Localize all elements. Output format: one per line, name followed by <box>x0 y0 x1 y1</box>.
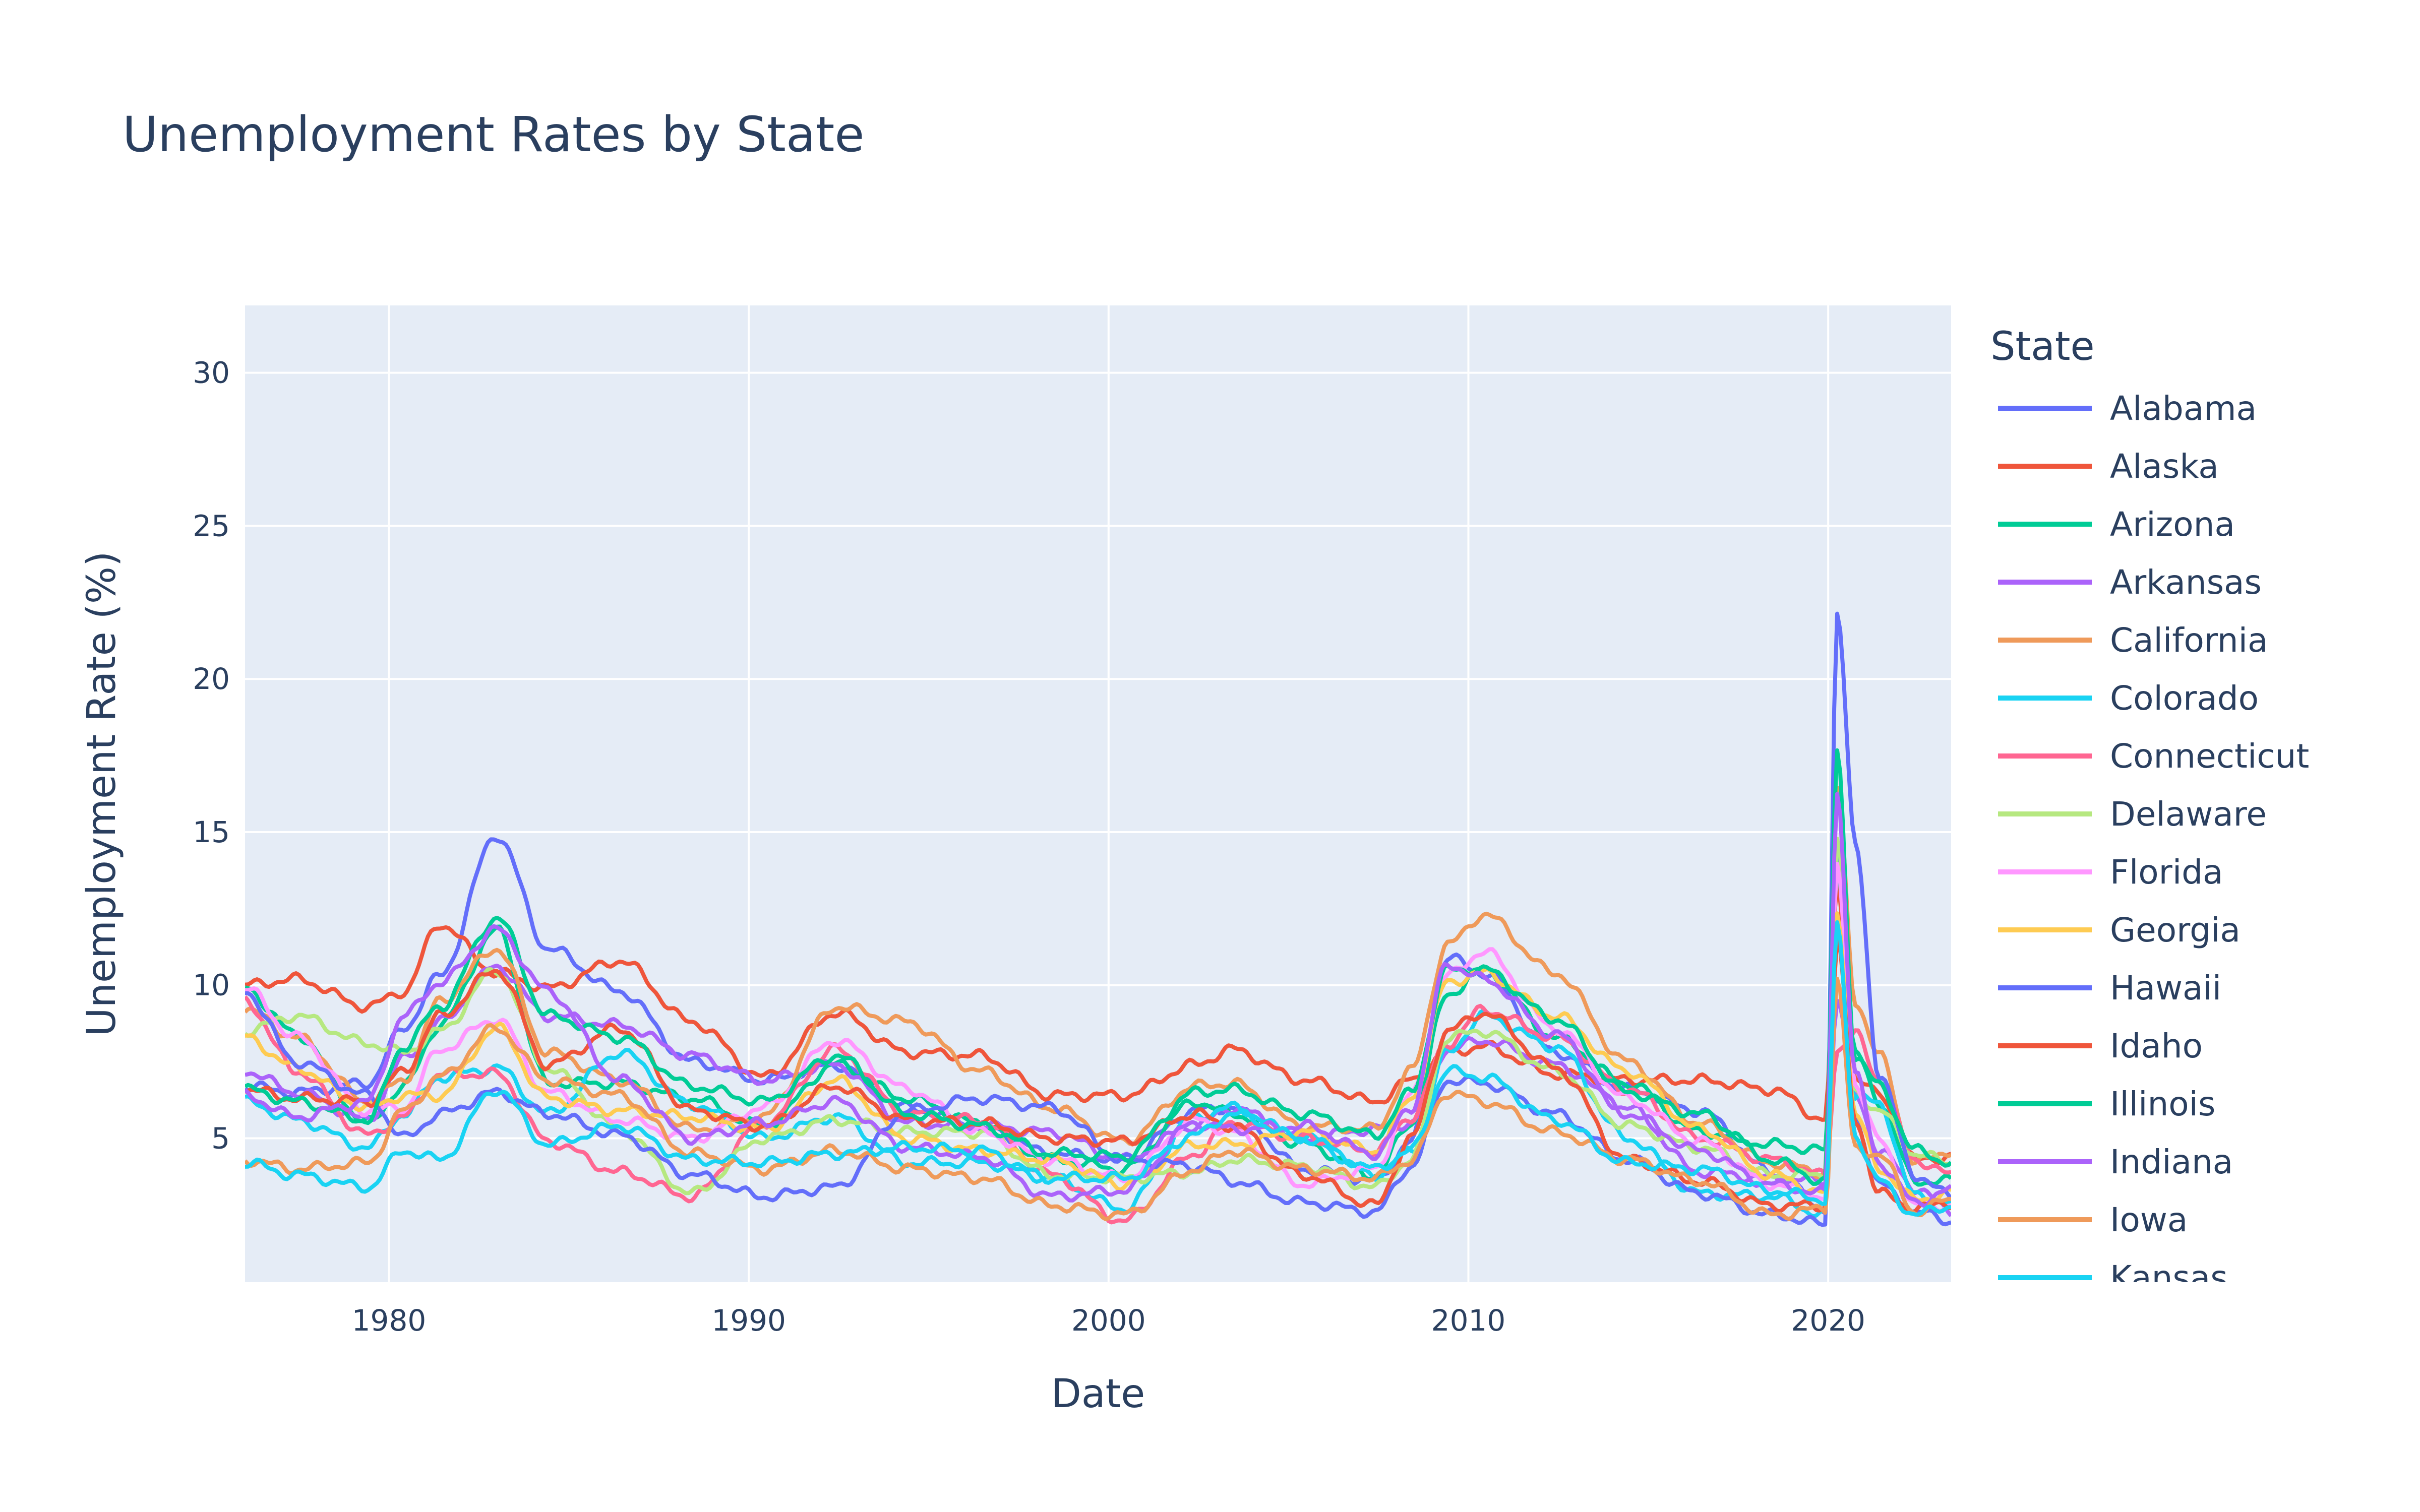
legend-label: Iowa <box>2110 1201 2188 1239</box>
series-line-georgia[interactable] <box>245 911 1951 1203</box>
x-tick-label: 2010 <box>1431 1303 1506 1338</box>
y-tick-label: 25 <box>193 509 230 543</box>
gridlines <box>245 305 1951 1282</box>
chart-title: Unemployment Rates by State <box>123 106 864 163</box>
legend-item-arizona[interactable]: Arizona <box>1998 505 2235 544</box>
legend-item-georgia[interactable]: Georgia <box>1998 911 2241 950</box>
legend-label: Colorado <box>2110 679 2259 718</box>
legend-item-idaho[interactable]: Idaho <box>1998 1027 2203 1065</box>
x-axis-title: Date <box>1051 1371 1145 1417</box>
legend-label: Arizona <box>2110 505 2235 544</box>
x-tick-label: 1980 <box>352 1303 427 1338</box>
legend-label: Delaware <box>2110 795 2267 834</box>
y-tick-label: 30 <box>193 356 230 390</box>
legend-label: Kansas <box>2110 1258 2228 1297</box>
y-tick-label: 20 <box>193 662 230 696</box>
y-tick-label: 15 <box>193 815 230 849</box>
legend[interactable]: Alabama Alaska Arizona Arkansas California Co… <box>1998 389 2309 1297</box>
legend-item-colorado[interactable]: Colorado <box>1998 679 2259 718</box>
legend-item-delaware[interactable]: Delaware <box>1998 795 2267 834</box>
legend-label: Florida <box>2110 853 2223 892</box>
legend-item-indiana[interactable]: Indiana <box>1998 1143 2233 1181</box>
legend-item-connecticut[interactable]: Connecticut <box>1998 737 2309 776</box>
y-tick-label: 10 <box>193 968 230 1002</box>
legend-item-florida[interactable]: Florida <box>1998 853 2223 892</box>
legend-label: California <box>2110 621 2268 660</box>
legend-label: Hawaii <box>2110 969 2221 1007</box>
legend-title: State <box>1990 324 2094 369</box>
legend-label: Connecticut <box>2110 737 2309 776</box>
legend-item-alaska[interactable]: Alaska <box>1998 447 2219 486</box>
legend-label: Alaska <box>2110 447 2219 486</box>
y-tick-label: 5 <box>211 1121 230 1155</box>
x-axis-ticks: 1980 1990 2000 2010 2020 <box>352 1303 1865 1338</box>
series-line-indiana[interactable] <box>245 792 1951 1208</box>
legend-label: Idaho <box>2110 1027 2203 1065</box>
legend-item-california[interactable]: California <box>1998 621 2268 660</box>
series-line-iowa[interactable] <box>245 977 1951 1221</box>
series-lines[interactable] <box>245 611 1951 1227</box>
legend-item-kansas[interactable]: Kansas <box>1998 1258 2228 1297</box>
legend-label: Illinois <box>2110 1085 2215 1123</box>
legend-item-alabama[interactable]: Alabama <box>1998 389 2257 428</box>
y-axis-ticks: 5 10 15 20 25 30 <box>193 356 230 1156</box>
legend-label: Indiana <box>2110 1143 2233 1181</box>
series-line-california[interactable] <box>245 785 1951 1179</box>
legend-label: Arkansas <box>2110 563 2262 602</box>
legend-label: Georgia <box>2110 911 2241 950</box>
series-line-illinois[interactable] <box>245 748 1951 1186</box>
series-line-kansas[interactable] <box>245 920 1951 1217</box>
x-tick-label: 2020 <box>1791 1303 1865 1338</box>
x-tick-label: 2000 <box>1071 1303 1146 1338</box>
legend-item-hawaii[interactable]: Hawaii <box>1998 969 2221 1007</box>
legend-item-illinois[interactable]: Illinois <box>1998 1085 2215 1123</box>
x-tick-label: 1990 <box>711 1303 786 1338</box>
y-axis-title: Unemployment Rate (%) <box>79 551 125 1037</box>
legend-item-iowa[interactable]: Iowa <box>1998 1201 2188 1239</box>
legend-item-arkansas[interactable]: Arkansas <box>1998 563 2262 602</box>
legend-label: Alabama <box>2110 389 2257 428</box>
